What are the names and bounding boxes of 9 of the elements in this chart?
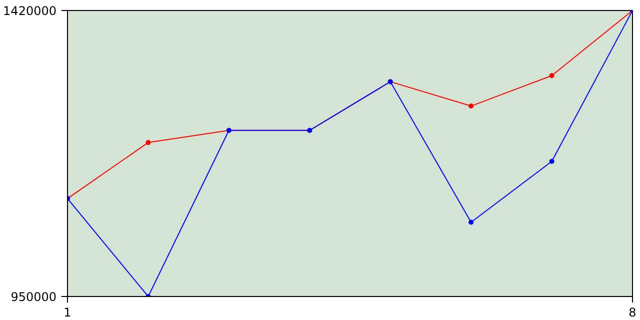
point <box>468 104 474 109</box>
x-tick-label: 1 <box>64 306 72 320</box>
point <box>146 140 151 146</box>
point <box>468 220 474 225</box>
y-tick-label: 1420000 <box>3 4 57 18</box>
point <box>549 158 554 164</box>
point <box>549 73 554 78</box>
x-tick-label: 8 <box>628 306 636 320</box>
y-tick-label: 950000 <box>10 290 57 304</box>
